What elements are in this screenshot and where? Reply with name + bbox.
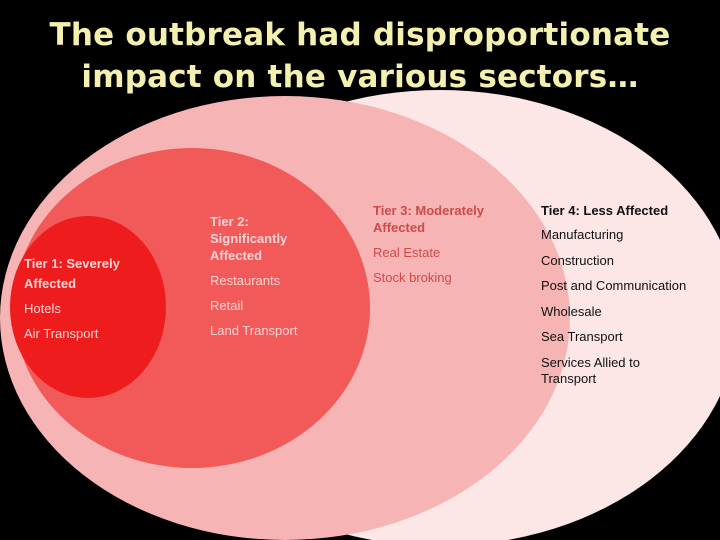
tier-2-item: Retail — [210, 298, 244, 313]
tier-4-group: Tier 4: Less Affected Manufacturing Cons… — [541, 202, 691, 397]
tier-2-item: Land Transport — [210, 323, 298, 338]
tier-4-heading: Tier 4: Less Affected — [541, 203, 669, 218]
tier-4-item: Manufacturing — [541, 227, 624, 242]
tier-4-item: Post and Communication — [541, 278, 687, 293]
tier-1-item: Hotels — [24, 301, 61, 316]
tier-3-item: Stock broking — [373, 270, 452, 285]
tier-2-heading: Tier 2: Significantly Affected — [210, 214, 288, 263]
tier-3-group: Tier 3: Moderately Affected Real Estate … — [373, 202, 513, 294]
tier-4-item: Services Allied to Transport — [541, 354, 640, 387]
tier-1-heading: Tier 1: Severely Affected — [24, 256, 120, 291]
title-line-2: impact on the various sectors… — [81, 59, 639, 95]
tier-4-item: Construction — [541, 252, 614, 268]
tier-1-ellipse — [10, 216, 166, 398]
tier-2-item: Restaurants — [210, 273, 281, 288]
tier-4-item: Wholesale — [541, 303, 602, 319]
tier-3-heading: Tier 3: Moderately Affected — [373, 203, 485, 235]
slide-title: The outbreak had disproportionate impact… — [0, 14, 720, 98]
tier-2-group: Tier 2: Significantly Affected Restauran… — [210, 213, 320, 347]
title-line-1: The outbreak had disproportionate — [49, 17, 671, 53]
tier-4-item: Sea Transport — [541, 329, 623, 344]
tier-1-item: Air Transport — [24, 326, 99, 341]
tier-1-group: Tier 1: Severely Affected Hotels Air Tra… — [24, 254, 124, 350]
tier-3-item: Real Estate — [373, 245, 441, 260]
